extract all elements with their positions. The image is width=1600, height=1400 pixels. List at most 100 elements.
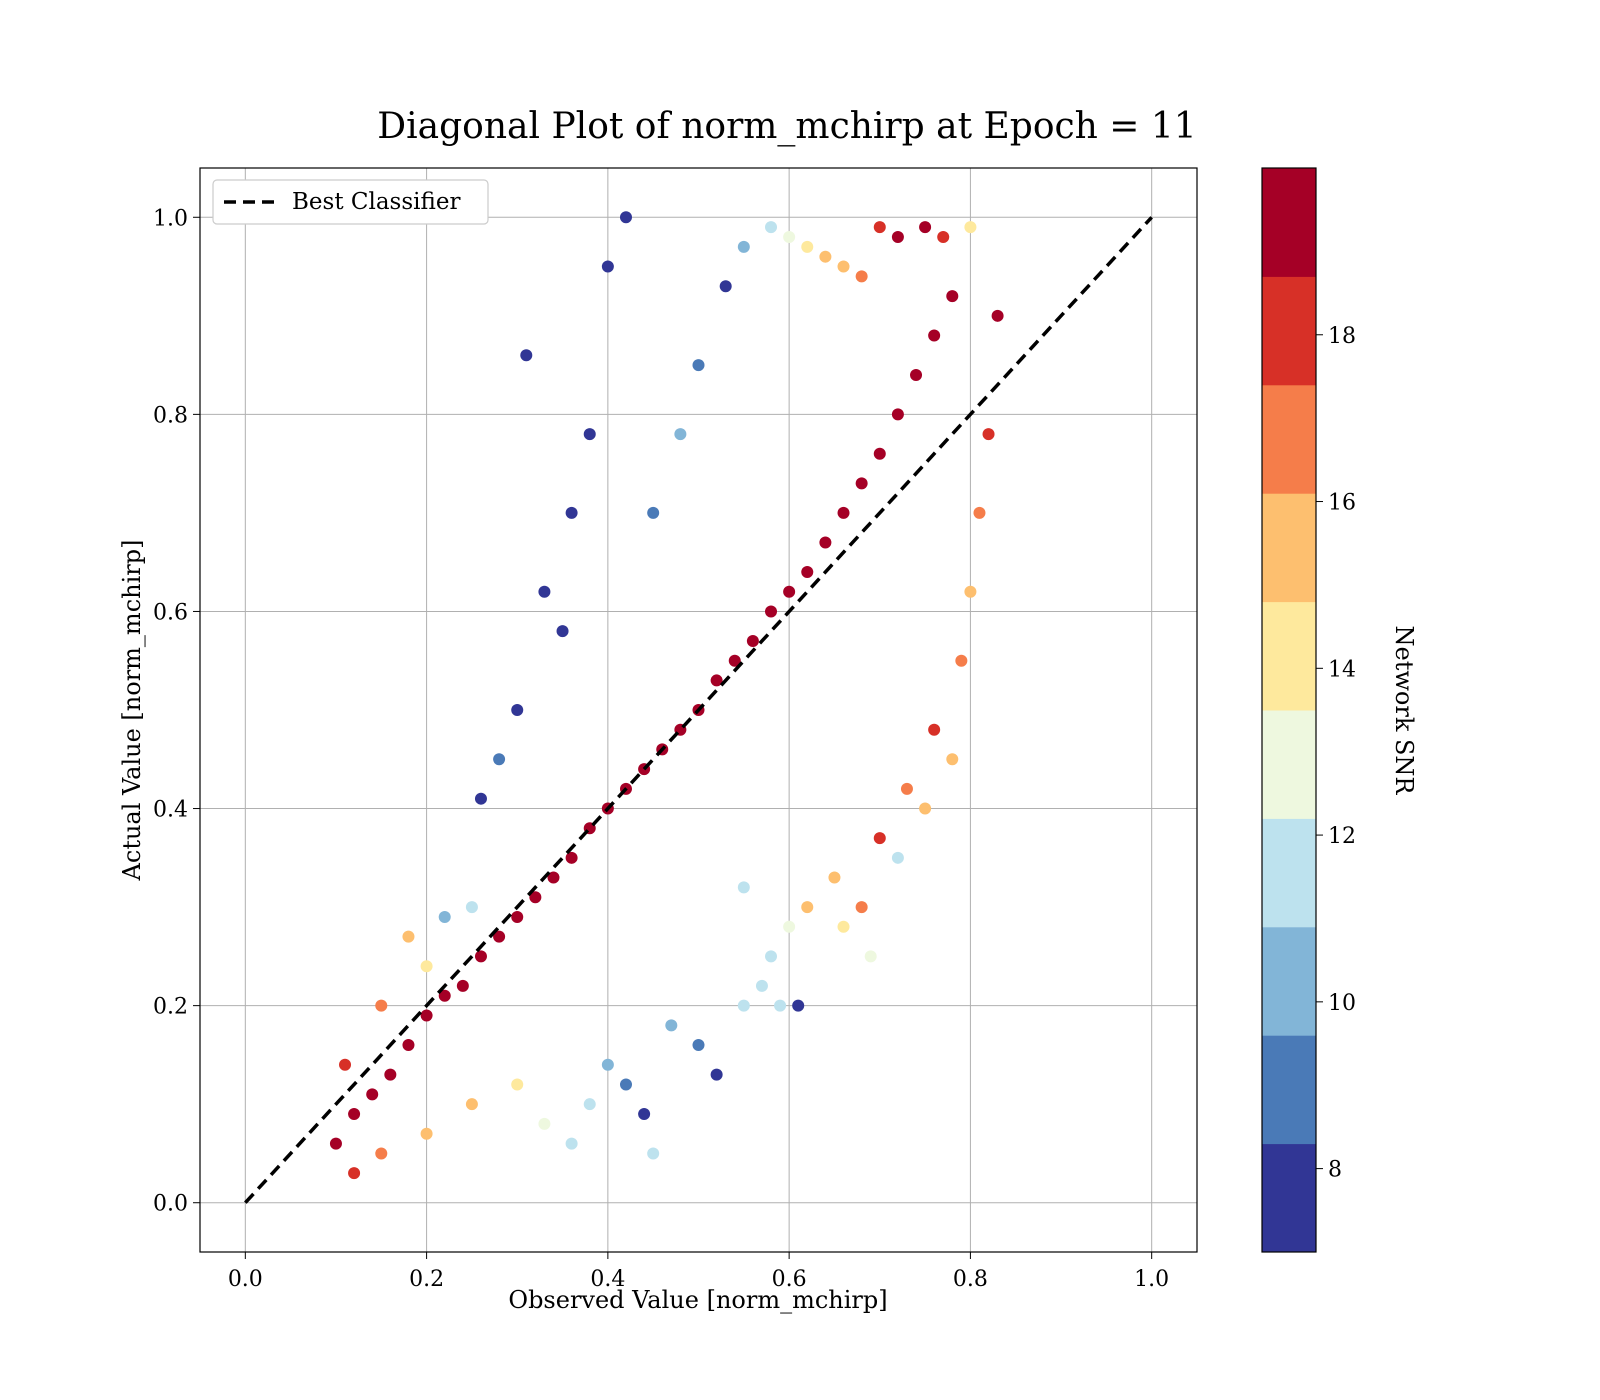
scatter-point [864,950,877,963]
scatter-point [538,585,551,598]
colorbar: 8 10 12 14 16 18 Network SNR [1261,167,1418,1253]
colorbar-tick-label: 14 [1328,657,1356,682]
scatter-point [520,349,533,362]
scatter-point [910,368,923,381]
colorbar-bin [1262,168,1316,277]
scatter-point [329,1137,342,1150]
y-axis-label: Actual Value [norm_mchirp] [118,540,146,882]
scatter-point [339,1058,352,1071]
scatter-point [774,999,787,1012]
scatter-point [420,1127,433,1140]
scatter-point [384,1068,397,1081]
colorbar-bin [1262,384,1316,494]
scatter-point [619,211,632,224]
scatter-point [891,408,904,421]
scatter-point [873,447,886,460]
colorbar-ticks: 8 10 12 14 16 18 [1316,324,1356,1183]
legend-label: Best Classifier [292,189,460,215]
scatter-point [746,635,759,648]
colorbar-bins [1262,168,1316,1253]
scatter-point [375,1147,388,1160]
scatter-point [583,428,596,441]
scatter-point [837,506,850,519]
scatter-point [801,901,814,914]
scatter-point [783,920,796,933]
x-tick-label: 0.6 [772,1267,807,1292]
plot-area [199,167,1198,1253]
x-tick-label: 0.4 [590,1267,625,1292]
scatter-point [937,230,950,243]
scatter-point [919,221,932,234]
x-tick-label: 0.8 [953,1267,988,1292]
y-tick-label: 0.6 [153,600,188,625]
scatter-point [783,585,796,598]
scatter-point [946,290,959,303]
scatter-point [891,851,904,864]
scatter-point [765,221,778,234]
colorbar-bin [1262,601,1316,711]
legend: Best Classifier [212,179,489,225]
y-tick-label: 0.0 [153,1192,188,1217]
y-tick-label: 0.8 [153,403,188,428]
scatter-point [402,930,415,943]
scatter-point [511,1078,524,1091]
colorbar-bin [1262,493,1316,603]
scatter-point [348,1167,361,1180]
scatter-point [964,585,977,598]
y-axis-ticks: 0.0 0.2 0.4 0.6 0.8 1.0 [153,206,200,1217]
scatter-point [529,891,542,904]
grid [200,168,1197,1252]
scatter-point [375,999,388,1012]
colorbar-bin [1262,276,1316,386]
scatter-point [665,1019,678,1032]
x-tick-label: 0.2 [409,1267,444,1292]
scatter-point [737,881,750,894]
scatter-point [647,1147,660,1160]
scatter-point [456,979,469,992]
scatter-point [928,723,941,736]
legend-box [212,179,489,225]
scatter-point [565,506,578,519]
scatter-point [837,920,850,933]
x-tick-label: 0.0 [228,1267,263,1292]
best-classifier-line [244,216,1153,1204]
scatter-point [692,359,705,372]
scatter-point [465,901,478,914]
scatter-point [737,999,750,1012]
scatter-point [964,221,977,234]
scatter-point [955,654,968,667]
scatter-point [973,506,986,519]
scatter-point [710,674,723,687]
colorbar-frame [1261,167,1317,1253]
scatter-point [819,536,832,549]
colorbar-tick-label: 12 [1328,824,1356,849]
colorbar-bin [1262,818,1316,928]
colorbar-bin [1262,710,1316,819]
scatter-point [601,260,614,273]
scatter-point [674,428,687,441]
scatter-point [565,851,578,864]
scatter-point [465,1098,478,1111]
scatter-point [919,802,932,815]
y-tick-label: 0.4 [153,798,188,823]
scatter-point [565,1137,578,1150]
scatter-point [928,329,941,342]
scatter-point [891,230,904,243]
scatter-point [765,950,778,963]
scatter-point [493,753,506,766]
colorbar-label: Network SNR [1390,626,1418,796]
scatter-point [801,566,814,579]
scatter-point [792,999,805,1012]
scatter-point [855,477,868,490]
scatter-point [647,506,660,519]
colorbar-tick-label: 8 [1328,1158,1342,1183]
scatter-point [982,428,995,441]
scatter-point [801,240,814,253]
x-axis-label: Observed Value [norm_mchirp] [508,1286,887,1314]
x-tick-label: 1.0 [1134,1267,1169,1292]
scatter-point [765,605,778,618]
x-axis-ticks: 0.0 0.2 0.4 0.6 0.8 1.0 [228,1252,1169,1292]
scatter-point [619,1078,632,1091]
colorbar-tick-label: 16 [1328,491,1356,516]
